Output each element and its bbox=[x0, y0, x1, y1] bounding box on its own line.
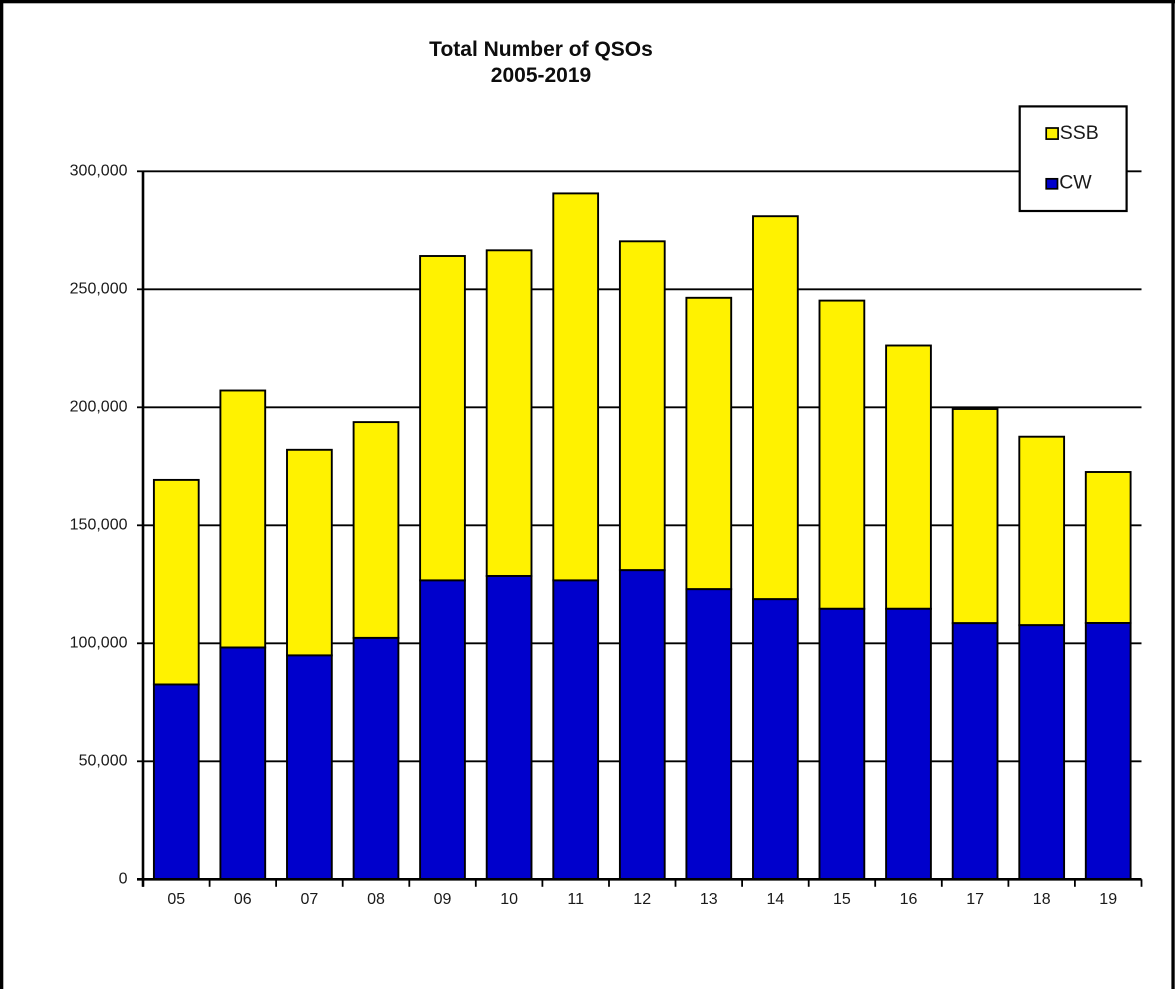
svg-text:07: 07 bbox=[301, 891, 319, 908]
svg-text:CW: CW bbox=[1059, 172, 1092, 194]
svg-text:10: 10 bbox=[500, 891, 518, 908]
svg-text:Total Number of QSOs: Total Number of QSOs bbox=[429, 38, 653, 61]
svg-text:18: 18 bbox=[1033, 891, 1051, 908]
svg-text:2005-2019: 2005-2019 bbox=[491, 64, 591, 87]
svg-text:19: 19 bbox=[1099, 891, 1117, 908]
svg-text:13: 13 bbox=[700, 891, 718, 908]
svg-text:250,000: 250,000 bbox=[70, 281, 128, 298]
svg-text:14: 14 bbox=[767, 891, 785, 908]
svg-text:200,000: 200,000 bbox=[70, 399, 128, 416]
svg-text:11: 11 bbox=[567, 891, 584, 908]
svg-text:0: 0 bbox=[119, 871, 128, 888]
svg-text:17: 17 bbox=[966, 891, 984, 908]
svg-text:15: 15 bbox=[833, 891, 851, 908]
svg-text:150,000: 150,000 bbox=[70, 517, 128, 534]
svg-text:08: 08 bbox=[367, 891, 385, 908]
svg-text:09: 09 bbox=[434, 891, 452, 908]
svg-text:100,000: 100,000 bbox=[70, 635, 128, 652]
svg-text:SSB: SSB bbox=[1060, 122, 1099, 144]
svg-text:50,000: 50,000 bbox=[79, 753, 128, 770]
svg-text:12: 12 bbox=[633, 891, 651, 908]
svg-text:300,000: 300,000 bbox=[70, 163, 128, 180]
svg-text:16: 16 bbox=[900, 891, 918, 908]
svg-text:05: 05 bbox=[167, 891, 185, 908]
svg-text:06: 06 bbox=[234, 891, 252, 908]
